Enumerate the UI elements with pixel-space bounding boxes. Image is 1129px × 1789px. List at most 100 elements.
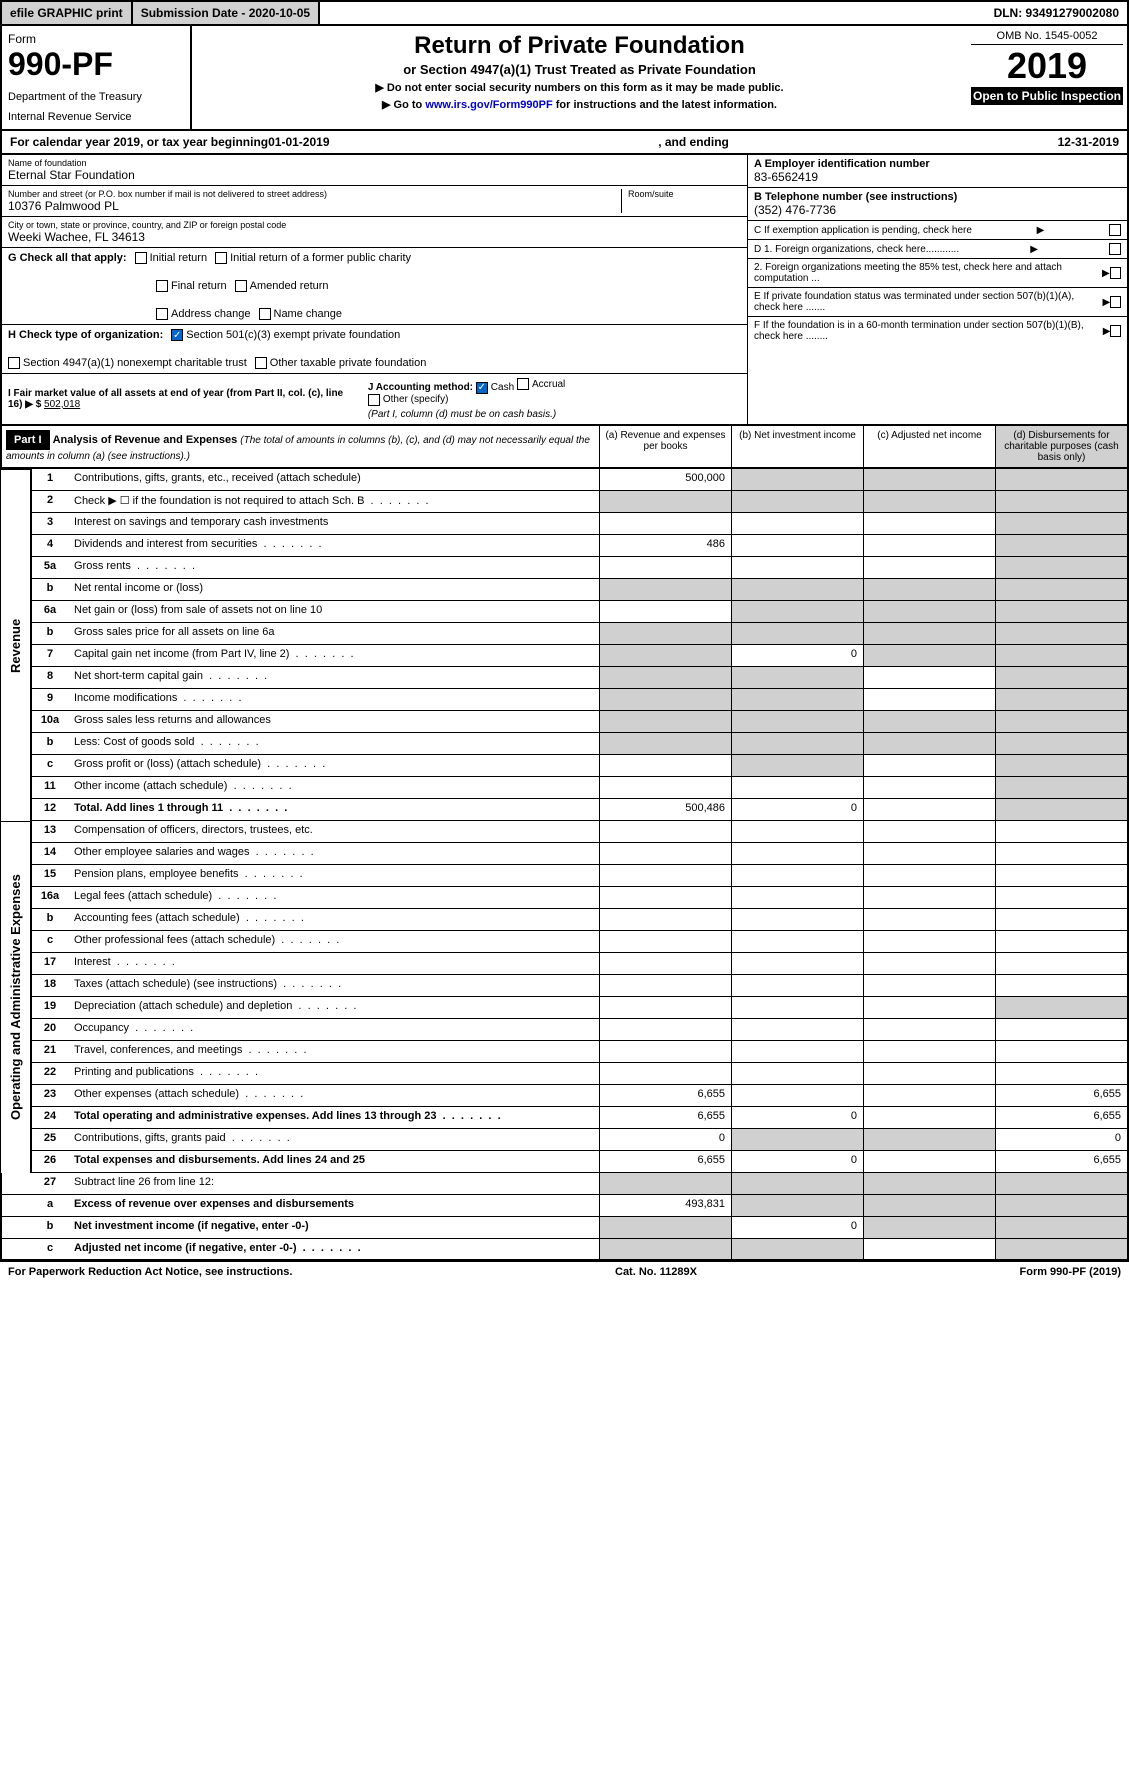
public-inspection: Open to Public Inspection bbox=[971, 87, 1123, 105]
c-label: C If exemption application is pending, c… bbox=[754, 225, 972, 236]
line-row: 26Total expenses and disbursements. Add … bbox=[30, 1151, 1129, 1173]
data-cell-b bbox=[731, 997, 863, 1018]
data-cell-a bbox=[599, 755, 731, 776]
line-row: 6aNet gain or (loss) from sale of assets… bbox=[30, 601, 1129, 623]
efile-label[interactable]: efile GRAPHIC print bbox=[2, 2, 133, 24]
form-header: Form 990-PF Department of the Treasury I… bbox=[0, 26, 1129, 131]
other-taxable-checkbox[interactable] bbox=[255, 357, 267, 369]
cash-checkbox[interactable] bbox=[476, 382, 488, 394]
line-description: Total operating and administrative expen… bbox=[68, 1107, 599, 1128]
data-cell-b bbox=[731, 843, 863, 864]
part1-title: Analysis of Revenue and Expenses bbox=[53, 434, 238, 446]
data-cell-b bbox=[731, 1019, 863, 1040]
line-number: 5a bbox=[32, 557, 68, 578]
data-cell-d bbox=[995, 865, 1127, 886]
data-cell-c bbox=[863, 1151, 995, 1172]
accrual-checkbox[interactable] bbox=[517, 378, 529, 390]
data-cell-c bbox=[863, 1239, 995, 1259]
data-cell-b bbox=[731, 887, 863, 908]
line-row: 21Travel, conferences, and meetings . . … bbox=[30, 1041, 1129, 1063]
line-number: 19 bbox=[32, 997, 68, 1018]
data-cell-c bbox=[863, 667, 995, 688]
omb-number: OMB No. 1545-0052 bbox=[971, 30, 1123, 45]
page-footer: For Paperwork Reduction Act Notice, see … bbox=[0, 1261, 1129, 1282]
entity-info: Name of foundation Eternal Star Foundati… bbox=[0, 155, 1129, 426]
line-description: Pension plans, employee benefits . . . .… bbox=[68, 865, 599, 886]
line-row: 10aGross sales less returns and allowanc… bbox=[30, 711, 1129, 733]
other-method-checkbox[interactable] bbox=[368, 394, 380, 406]
form-footer-label: Form 990-PF (2019) bbox=[1020, 1266, 1121, 1278]
data-cell-b bbox=[731, 1239, 863, 1259]
data-cell-c bbox=[863, 975, 995, 996]
data-cell-b bbox=[731, 1195, 863, 1216]
data-cell-c bbox=[863, 711, 995, 732]
line-row: 23Other expenses (attach schedule) . . .… bbox=[30, 1085, 1129, 1107]
expenses-section: Operating and Administrative Expenses 13… bbox=[0, 821, 1129, 1173]
d2-checkbox[interactable] bbox=[1110, 267, 1121, 279]
data-cell-d bbox=[995, 931, 1127, 952]
e-checkbox[interactable] bbox=[1110, 296, 1121, 308]
line-row: 2Check ▶ ☐ if the foundation is not requ… bbox=[30, 491, 1129, 513]
line-description: Gross rents . . . . . . . bbox=[68, 557, 599, 578]
line-number: b bbox=[32, 579, 68, 600]
form-number: 990-PF bbox=[8, 46, 184, 83]
data-cell-b bbox=[731, 513, 863, 534]
line-number: b bbox=[32, 733, 68, 754]
data-cell-b bbox=[731, 1041, 863, 1062]
line-description: Total. Add lines 1 through 11 . . . . . … bbox=[68, 799, 599, 820]
data-cell-d bbox=[995, 975, 1127, 996]
data-cell-c bbox=[863, 799, 995, 820]
data-cell-b bbox=[731, 623, 863, 644]
data-cell-b bbox=[731, 557, 863, 578]
data-cell-d: 0 bbox=[995, 1129, 1127, 1150]
data-cell-a bbox=[599, 843, 731, 864]
data-cell-b bbox=[731, 535, 863, 556]
line-description: Gross profit or (loss) (attach schedule)… bbox=[68, 755, 599, 776]
final-return-checkbox[interactable] bbox=[156, 280, 168, 292]
line-number: 13 bbox=[32, 821, 68, 842]
line-row: 4Dividends and interest from securities … bbox=[30, 535, 1129, 557]
initial-return-checkbox[interactable] bbox=[135, 252, 147, 264]
line-description: Income modifications . . . . . . . bbox=[68, 689, 599, 710]
data-cell-d bbox=[995, 645, 1127, 666]
d1-checkbox[interactable] bbox=[1109, 243, 1121, 255]
line-number: 6a bbox=[32, 601, 68, 622]
data-cell-c bbox=[863, 1019, 995, 1040]
4947-checkbox[interactable] bbox=[8, 357, 20, 369]
501c3-checkbox[interactable] bbox=[171, 329, 183, 341]
line-number: c bbox=[32, 755, 68, 776]
c-checkbox[interactable] bbox=[1109, 224, 1121, 236]
address-change-checkbox[interactable] bbox=[156, 308, 168, 320]
street-address: 10376 Palmwood PL bbox=[8, 199, 621, 213]
line-row: bAccounting fees (attach schedule) . . .… bbox=[30, 909, 1129, 931]
name-change-checkbox[interactable] bbox=[259, 308, 271, 320]
data-cell-a bbox=[599, 997, 731, 1018]
amended-return-checkbox[interactable] bbox=[235, 280, 247, 292]
line-description: Contributions, gifts, grants, etc., rece… bbox=[68, 469, 599, 490]
line-description: Gross sales price for all assets on line… bbox=[68, 623, 599, 644]
data-cell-c bbox=[863, 1217, 995, 1238]
line-number: 24 bbox=[32, 1107, 68, 1128]
line-description: Taxes (attach schedule) (see instruction… bbox=[68, 975, 599, 996]
line-description: Net short-term capital gain . . . . . . … bbox=[68, 667, 599, 688]
data-cell-c bbox=[863, 887, 995, 908]
data-cell-a: 500,000 bbox=[599, 469, 731, 490]
f-checkbox[interactable] bbox=[1110, 325, 1121, 337]
data-cell-d bbox=[995, 535, 1127, 556]
data-cell-d bbox=[995, 1019, 1127, 1040]
initial-former-checkbox[interactable] bbox=[215, 252, 227, 264]
line-number: 12 bbox=[32, 799, 68, 820]
line-description: Interest on savings and temporary cash i… bbox=[68, 513, 599, 534]
irs-link[interactable]: www.irs.gov/Form990PF bbox=[425, 99, 552, 111]
line-row: 15Pension plans, employee benefits . . .… bbox=[30, 865, 1129, 887]
ein-label: A Employer identification number bbox=[754, 158, 1121, 170]
data-cell-c bbox=[863, 601, 995, 622]
data-cell-c bbox=[863, 579, 995, 600]
data-cell-b bbox=[731, 1085, 863, 1106]
data-cell-a bbox=[599, 491, 731, 512]
data-cell-a bbox=[599, 1217, 731, 1238]
data-cell-d bbox=[995, 777, 1127, 798]
line-description: Dividends and interest from securities .… bbox=[68, 535, 599, 556]
data-cell-c bbox=[863, 865, 995, 886]
line-number: 20 bbox=[32, 1019, 68, 1040]
